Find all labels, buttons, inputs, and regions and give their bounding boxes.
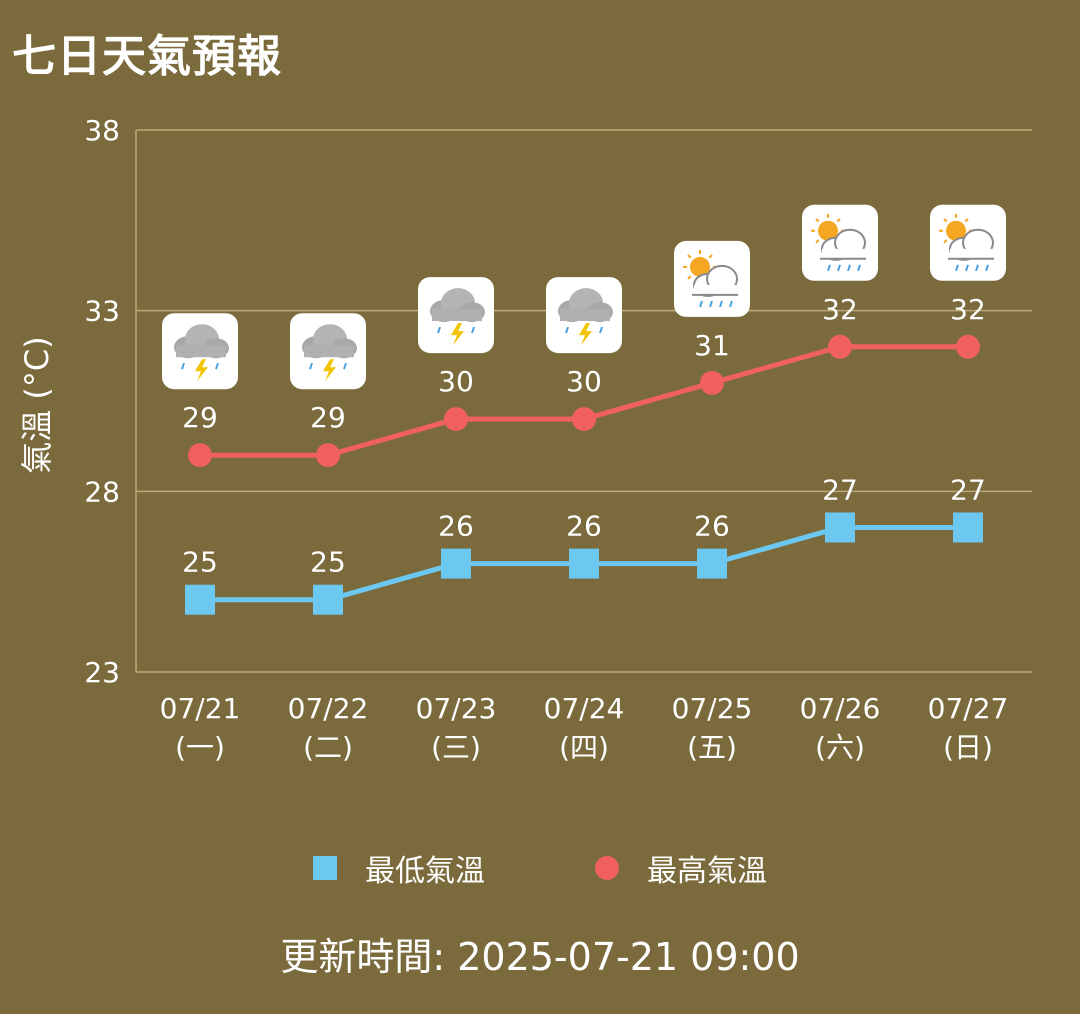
max-temp-point[interactable] [572, 407, 596, 432]
max-temp-point[interactable] [700, 370, 724, 395]
y-tick-label: 28 [84, 475, 120, 508]
update-time: 更新時間: 2025-07-21 09:00 [280, 935, 800, 979]
legend-label-min: 最低氣溫 [365, 854, 485, 889]
sun-cloud-rain-icon [674, 240, 750, 317]
thunderstorm-icon [418, 277, 494, 354]
min-temp-point[interactable] [697, 548, 727, 579]
sun-cloud-rain-icon [930, 204, 1006, 281]
min-temp-point[interactable] [313, 584, 343, 615]
data-label: 32 [822, 293, 858, 326]
data-label: 32 [950, 293, 986, 326]
chart-legend: 最低氣溫 最高氣溫 [0, 846, 1080, 890]
data-label: 29 [182, 401, 218, 434]
x-tick-label: 07/24 [544, 692, 625, 725]
legend-item-min[interactable]: 最低氣溫 [313, 846, 485, 890]
data-label: 31 [694, 329, 730, 362]
y-tick-label: 38 [84, 114, 120, 147]
x-weekday-label: (二) [303, 731, 353, 764]
max-temp-point[interactable] [188, 443, 212, 468]
data-label: 25 [310, 546, 346, 579]
data-label: 30 [566, 365, 602, 398]
x-tick-label: 07/27 [928, 692, 1009, 725]
max-temp-point[interactable] [444, 407, 468, 432]
legend-circle-marker [595, 856, 619, 880]
y-tick-label: 23 [84, 656, 120, 689]
legend-square-marker [313, 856, 337, 880]
sun-cloud-rain-icon [802, 204, 878, 281]
x-tick-label: 07/25 [672, 692, 753, 725]
x-weekday-label: (三) [431, 731, 481, 764]
page-title: 七日天氣預報 [12, 31, 282, 82]
max-temp-point[interactable] [956, 334, 980, 359]
data-label: 29 [310, 401, 346, 434]
data-label: 27 [950, 473, 986, 506]
x-tick-label: 07/26 [800, 692, 881, 725]
data-label: 30 [438, 365, 474, 398]
thunderstorm-icon [162, 313, 238, 390]
temperature-chart: 23 28 33 38 氣溫 (°C) 07/21 (一) 07/22 (二) 07/23 (三) 0… [18, 114, 1032, 764]
y-axis-label: 氣溫 (°C) [18, 336, 56, 474]
max-temp-point[interactable] [828, 334, 852, 359]
data-label: 27 [822, 473, 858, 506]
x-weekday-label: (日) [943, 731, 993, 764]
min-temp-point[interactable] [185, 584, 215, 615]
data-label: 26 [694, 510, 730, 543]
x-weekday-label: (五) [687, 731, 737, 764]
min-temp-point[interactable] [825, 512, 855, 543]
min-temp-point[interactable] [953, 512, 983, 543]
legend-label-max: 最高氣溫 [647, 854, 767, 889]
x-weekday-label: (四) [559, 731, 609, 764]
min-temp-point[interactable] [569, 548, 599, 579]
x-tick-label: 07/22 [288, 692, 369, 725]
thunderstorm-icon [290, 313, 366, 390]
data-label: 26 [438, 510, 474, 543]
data-label: 25 [182, 546, 218, 579]
max-temp-point[interactable] [316, 443, 340, 468]
x-tick-label: 07/21 [160, 692, 241, 725]
x-tick-label: 07/23 [416, 692, 497, 725]
thunderstorm-icon [546, 277, 622, 354]
x-weekday-label: (六) [815, 731, 865, 764]
min-temp-point[interactable] [441, 548, 471, 579]
data-label: 26 [566, 510, 602, 543]
y-tick-label: 33 [84, 295, 120, 328]
x-weekday-label: (一) [175, 731, 225, 764]
legend-item-max[interactable]: 最高氣溫 [595, 846, 767, 890]
